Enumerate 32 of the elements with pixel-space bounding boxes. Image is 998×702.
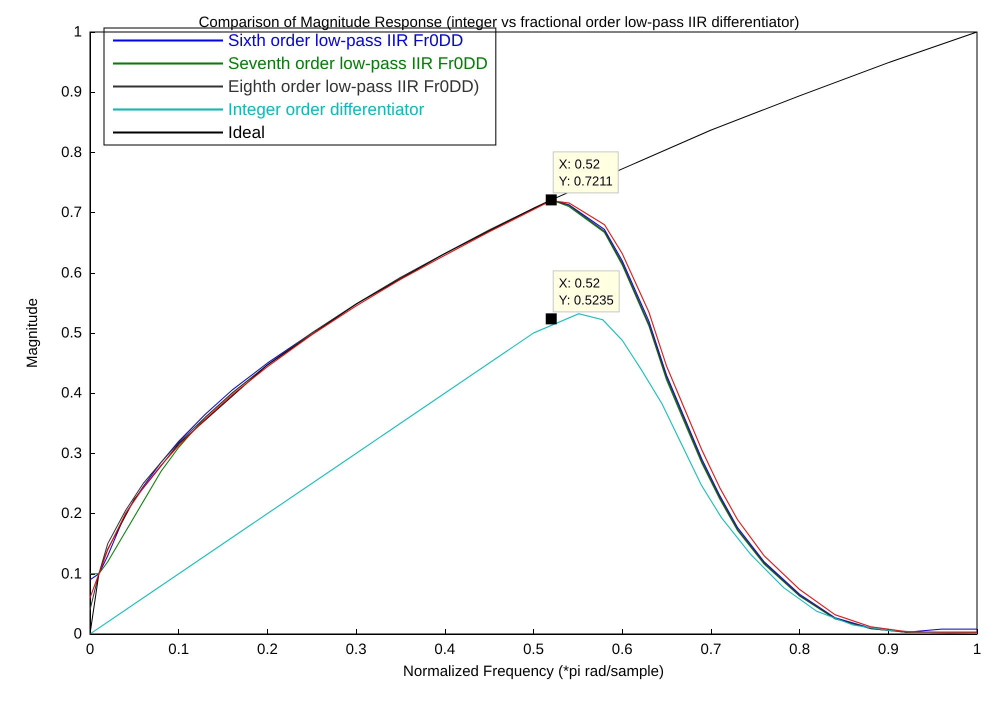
x-tick-label: 0.7 — [700, 641, 722, 658]
y-tick-label: 0.1 — [61, 565, 82, 582]
x-tick-label: 1 — [972, 641, 982, 658]
y-tick-label: 0.5 — [61, 324, 82, 342]
text: Integer order differentiator — [228, 100, 425, 119]
annotation: X: 0.52 Y: 0.5235 — [558, 275, 614, 308]
x-tick-label: 0.8 — [789, 641, 810, 658]
text: Seventh order low-pass IIR Fr0DD — [228, 54, 488, 73]
x-tick-label: 0.4 — [434, 641, 456, 658]
y-tick-label: 0.2 — [61, 505, 82, 522]
y-tick-label: 0.9 — [61, 84, 82, 101]
y-tick-label: 0 — [74, 626, 82, 642]
y-axis-title: Magnitude — [24, 298, 41, 368]
x-tick-label: 0.3 — [346, 641, 367, 658]
x-tick-label: 0 — [86, 641, 94, 658]
y-tick-label: 0.4 — [61, 384, 82, 402]
y-tick-label: 0.6 — [61, 264, 82, 282]
x-tick-label: 0.5 — [523, 641, 544, 658]
text: Sixth order low-pass IIR Fr0DD — [228, 31, 464, 50]
x-tick-label: 0.1 — [168, 641, 190, 658]
text: Ideal — [228, 123, 265, 142]
x-tick-label: 0.6 — [612, 641, 633, 658]
x-tick-label: 0.2 — [256, 641, 278, 658]
y-tick-label: 0.3 — [61, 444, 82, 462]
annotation: X: 0.52 Y: 0.7211 — [558, 156, 613, 188]
text: Eighth order low-pass IIR Fr0DD) — [228, 77, 480, 96]
y-tick-label: 0.8 — [61, 144, 82, 161]
y-tick-label: 0.7 — [61, 204, 82, 222]
y-tick-label: 1 — [74, 24, 82, 40]
x-tick-label: 0.9 — [878, 641, 899, 658]
x-axis-title: Normalized Frequency (*pi rad/sample) — [403, 663, 664, 680]
chart-title: Comparison of Magnitude Response (integer vs fractional order low-pass IIR differentiator) — [198, 14, 800, 31]
